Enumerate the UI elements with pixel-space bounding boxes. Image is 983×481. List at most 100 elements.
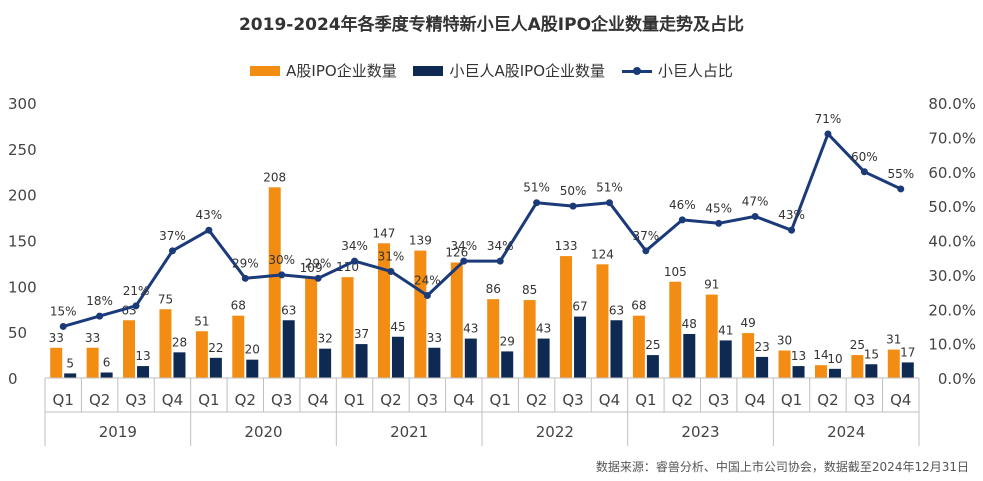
- data-label-little-giant-ipo: 63: [609, 303, 624, 317]
- data-label-a-share-ipo: 75: [158, 292, 173, 306]
- data-label-a-share-ipo: 109: [300, 261, 323, 275]
- data-label-little-giant-share: 24%: [414, 274, 441, 288]
- x-tick-label-year: 2019: [99, 423, 137, 441]
- data-label-a-share-ipo: 68: [231, 299, 246, 313]
- x-tick-label-quarter: Q3: [417, 391, 438, 409]
- bar-a-share-ipo: [123, 320, 136, 378]
- data-label-little-giant-ipo: 5: [66, 356, 74, 370]
- bar-little-giant-ipo: [428, 347, 441, 378]
- data-label-little-giant-ipo: 17: [900, 345, 915, 359]
- bar-little-giant-ipo: [865, 364, 878, 378]
- x-tick-label-quarter: Q2: [89, 391, 110, 409]
- data-label-a-share-ipo: 30: [777, 334, 792, 348]
- legend-item-a-share-ipo: A股IPO企业数量: [250, 60, 397, 81]
- bar-little-giant-ipo: [137, 366, 150, 378]
- bar-little-giant-ipo: [173, 352, 186, 378]
- point-little-giant-share: [605, 199, 613, 207]
- x-tick-label-quarter: Q4: [744, 391, 765, 409]
- x-tick-label-year: 2023: [681, 423, 719, 441]
- y-right-tick-label: 50.0%: [928, 198, 976, 216]
- data-label-little-giant-share: 51%: [523, 181, 550, 195]
- bar-a-share-ipo: [450, 262, 463, 378]
- data-label-little-giant-share: 34%: [450, 239, 477, 253]
- point-little-giant-share: [715, 219, 723, 227]
- x-tick-label-year: 2022: [536, 423, 574, 441]
- bar-a-share-ipo: [341, 277, 354, 378]
- y-right-tick-label: 30.0%: [928, 267, 976, 285]
- point-little-giant-share: [168, 247, 176, 255]
- data-label-little-giant-ipo: 33: [427, 331, 442, 345]
- y-right-tick-label: 80.0%: [928, 95, 976, 113]
- x-tick-label-quarter: Q4: [307, 391, 328, 409]
- legend-item-little-giant-share: 小巨人占比: [621, 60, 733, 81]
- data-label-little-giant-ipo: 67: [572, 300, 587, 314]
- x-tick-label-quarter: Q3: [125, 391, 146, 409]
- legend-marker: [632, 66, 641, 75]
- bar-a-share-ipo: [814, 365, 827, 378]
- data-label-little-giant-share: 34%: [341, 239, 368, 253]
- y-left-tick-label: 50: [8, 324, 27, 342]
- bar-a-share-ipo: [305, 278, 318, 378]
- data-label-little-giant-share: 45%: [705, 201, 732, 215]
- data-label-little-giant-ipo: 41: [718, 323, 733, 337]
- point-little-giant-share: [678, 216, 686, 224]
- y-left-tick-label: 300: [8, 95, 37, 113]
- data-label-little-giant-share: 37%: [159, 229, 186, 243]
- y-left-tick-label: 100: [8, 278, 37, 296]
- x-tick-label-quarter: Q1: [490, 391, 511, 409]
- y-right-tick-label: 20.0%: [928, 301, 976, 319]
- x-tick-label-quarter: Q1: [53, 391, 74, 409]
- data-label-a-share-ipo: 68: [631, 299, 646, 313]
- data-label-a-share-ipo: 51: [194, 314, 209, 328]
- x-tick-label-quarter: Q3: [271, 391, 292, 409]
- data-label-a-share-ipo: 25: [850, 338, 865, 352]
- point-little-giant-share: [278, 271, 286, 279]
- bar-little-giant-ipo: [282, 320, 295, 378]
- y-right-tick-label: 60.0%: [928, 164, 976, 182]
- legend-label-little-giant-ipo: 小巨人A股IPO企业数量: [449, 62, 606, 80]
- data-label-little-giant-share: 29%: [305, 256, 332, 270]
- bar-a-share-ipo: [232, 315, 245, 378]
- data-label-little-giant-ipo: 45: [390, 320, 405, 334]
- data-label-little-giant-ipo: 13: [791, 349, 806, 363]
- data-label-a-share-ipo: 31: [886, 333, 901, 347]
- point-little-giant-share: [351, 257, 359, 265]
- y-left-tick-label: 0: [8, 370, 18, 388]
- data-label-little-giant-share: 50%: [560, 184, 587, 198]
- x-tick-label-quarter: Q2: [235, 391, 256, 409]
- data-label-a-share-ipo: 133: [555, 239, 578, 253]
- bar-little-giant-ipo: [574, 316, 587, 378]
- data-label-little-giant-share: 71%: [815, 112, 842, 126]
- bar-little-giant-ipo: [64, 373, 77, 378]
- y-left-tick-label: 250: [8, 141, 37, 159]
- data-label-a-share-ipo: 85: [522, 283, 537, 297]
- bar-little-giant-ipo: [828, 368, 841, 378]
- bar-little-giant-ipo: [355, 344, 368, 378]
- chart-title: 2019-2024年各季度专精特新小巨人A股IPO企业数量走势及占比: [238, 15, 745, 35]
- data-label-a-share-ipo: 124: [591, 247, 614, 261]
- data-label-little-giant-share: 15%: [50, 304, 77, 318]
- bar-a-share-ipo: [669, 281, 682, 378]
- data-label-little-giant-ipo: 32: [317, 332, 332, 346]
- bar-little-giant-ipo: [719, 340, 732, 378]
- bar-little-giant-ipo: [501, 351, 514, 378]
- point-little-giant-share: [387, 267, 395, 275]
- x-tick-label-quarter: Q1: [344, 391, 365, 409]
- x-tick-label-quarter: Q1: [781, 391, 802, 409]
- data-label-little-giant-share: 34%: [487, 239, 514, 253]
- x-tick-label-year: 2024: [827, 423, 865, 441]
- point-little-giant-share: [533, 199, 541, 207]
- point-little-giant-share: [423, 292, 431, 299]
- data-label-little-giant-ipo: 10: [827, 352, 842, 366]
- data-label-a-share-ipo: 147: [373, 226, 396, 240]
- data-label-a-share-ipo: 91: [704, 278, 719, 292]
- bar-a-share-ipo: [86, 347, 99, 378]
- data-label-little-giant-share: 43%: [778, 208, 805, 222]
- x-tick-label-quarter: Q2: [817, 391, 838, 409]
- data-label-little-giant-ipo: 37: [354, 327, 369, 341]
- data-label-little-giant-ipo: 22: [208, 341, 223, 355]
- data-label-a-share-ipo: 208: [263, 170, 286, 184]
- point-little-giant-share: [642, 247, 650, 255]
- point-little-giant-share: [496, 257, 504, 265]
- point-little-giant-share: [59, 322, 67, 330]
